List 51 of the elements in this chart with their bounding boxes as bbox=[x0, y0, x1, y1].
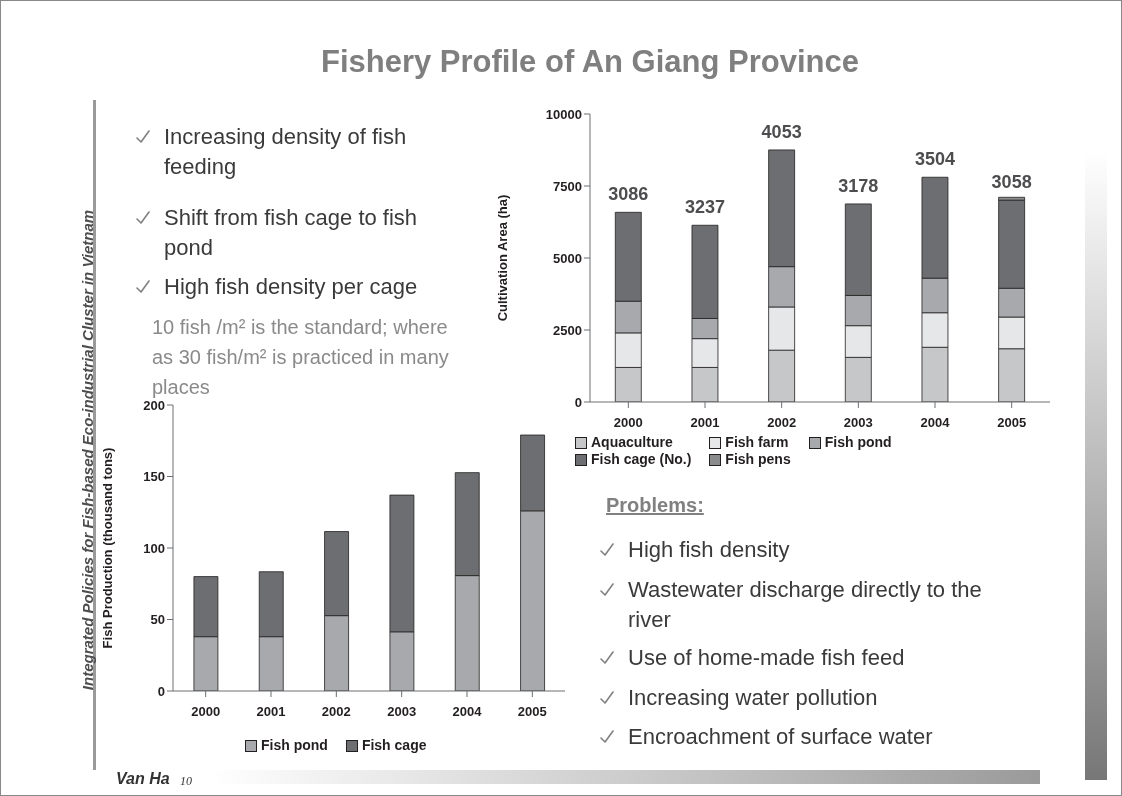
data-label: 3237 bbox=[684, 197, 725, 218]
legend-label: Fish pond bbox=[260, 737, 328, 754]
x-tick-label: 2002 bbox=[321, 704, 351, 720]
y-tick-label: 0 bbox=[157, 683, 165, 699]
legend-label: Fish pond bbox=[823, 434, 892, 451]
y-tick-label: 0 bbox=[574, 394, 582, 410]
x-tick-label: 2005 bbox=[997, 415, 1027, 431]
text: Shift from fish cage to fish pond bbox=[164, 204, 419, 262]
x-tick-label: 2004 bbox=[920, 415, 951, 431]
legend-label: Fish farm bbox=[724, 434, 790, 451]
x-tick-label: 2003 bbox=[843, 415, 873, 431]
data-label: 4053 bbox=[761, 121, 802, 142]
y-axis-title: Fish Production (thousand tons) bbox=[99, 447, 115, 649]
x-tick-label: 2000 bbox=[191, 704, 221, 720]
data-label: 3178 bbox=[838, 175, 879, 196]
text: Encroachment of surface water bbox=[628, 723, 934, 751]
y-axis-title: Cultivation Area (ha) bbox=[494, 194, 510, 322]
y-tick-label: 200 bbox=[143, 397, 165, 413]
text: Wastewater discharge directly to the river bbox=[628, 576, 983, 634]
y-tick-label: 150 bbox=[143, 469, 165, 485]
x-tick-label: 2001 bbox=[256, 704, 286, 720]
y-tick-label: 2500 bbox=[553, 322, 582, 338]
y-tick-label: 5000 bbox=[553, 250, 582, 266]
x-tick-label: 2004 bbox=[452, 704, 483, 720]
legend-label: Aquaculture bbox=[590, 434, 674, 451]
text: Problems: bbox=[606, 493, 705, 518]
text: Fishery Profile of An Giang Province bbox=[320, 44, 860, 80]
text: High fish density bbox=[628, 536, 791, 564]
x-tick-label: 2005 bbox=[517, 704, 547, 720]
legend-label: Fish cage (No.) bbox=[590, 451, 692, 468]
y-tick-label: 50 bbox=[150, 612, 165, 628]
text: Use of home-made fish feed bbox=[628, 644, 906, 672]
text: Integrated Policies for Fish-based Eco-industrial Cluster in Vietnam bbox=[78, 208, 97, 693]
legend-label: Fish cage bbox=[360, 737, 427, 754]
text: Increasing density of fish feeding bbox=[164, 123, 408, 181]
text: 10 fish /m² is the standard; where as 30 fish/m² is practiced in many places bbox=[152, 315, 450, 400]
x-tick-label: 2003 bbox=[387, 704, 417, 720]
text: Increasing water pollution bbox=[628, 684, 879, 712]
x-tick-label: 2000 bbox=[613, 415, 643, 431]
x-tick-label: 2001 bbox=[690, 415, 720, 431]
legend-label: Fish pens bbox=[724, 451, 791, 468]
y-tick-label: 10000 bbox=[545, 106, 582, 122]
data-label: 3058 bbox=[991, 172, 1032, 193]
y-tick-label: 100 bbox=[143, 540, 165, 556]
data-label: 3086 bbox=[608, 184, 649, 205]
x-tick-label: 2002 bbox=[767, 415, 797, 431]
text: Van Ha bbox=[116, 770, 170, 788]
y-tick-label: 7500 bbox=[553, 178, 582, 194]
text: High fish density per cage bbox=[164, 273, 419, 301]
data-label: 3504 bbox=[914, 149, 955, 170]
text: 10 bbox=[180, 774, 192, 789]
